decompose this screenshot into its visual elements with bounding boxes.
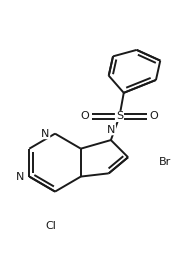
Text: Br: Br (159, 157, 172, 167)
Text: S: S (115, 111, 123, 121)
Text: N: N (15, 172, 24, 182)
Text: O: O (150, 111, 158, 121)
Text: O: O (81, 111, 89, 121)
Text: O: O (80, 111, 89, 121)
Text: N: N (107, 125, 115, 135)
Text: Cl: Cl (45, 220, 56, 230)
Text: N: N (106, 125, 115, 135)
Text: Cl: Cl (45, 220, 57, 230)
Text: S: S (116, 111, 123, 121)
Text: O: O (150, 111, 159, 121)
Text: N: N (15, 172, 24, 182)
Text: N: N (40, 129, 50, 139)
Text: Br: Br (159, 157, 173, 167)
Text: N: N (41, 129, 50, 139)
